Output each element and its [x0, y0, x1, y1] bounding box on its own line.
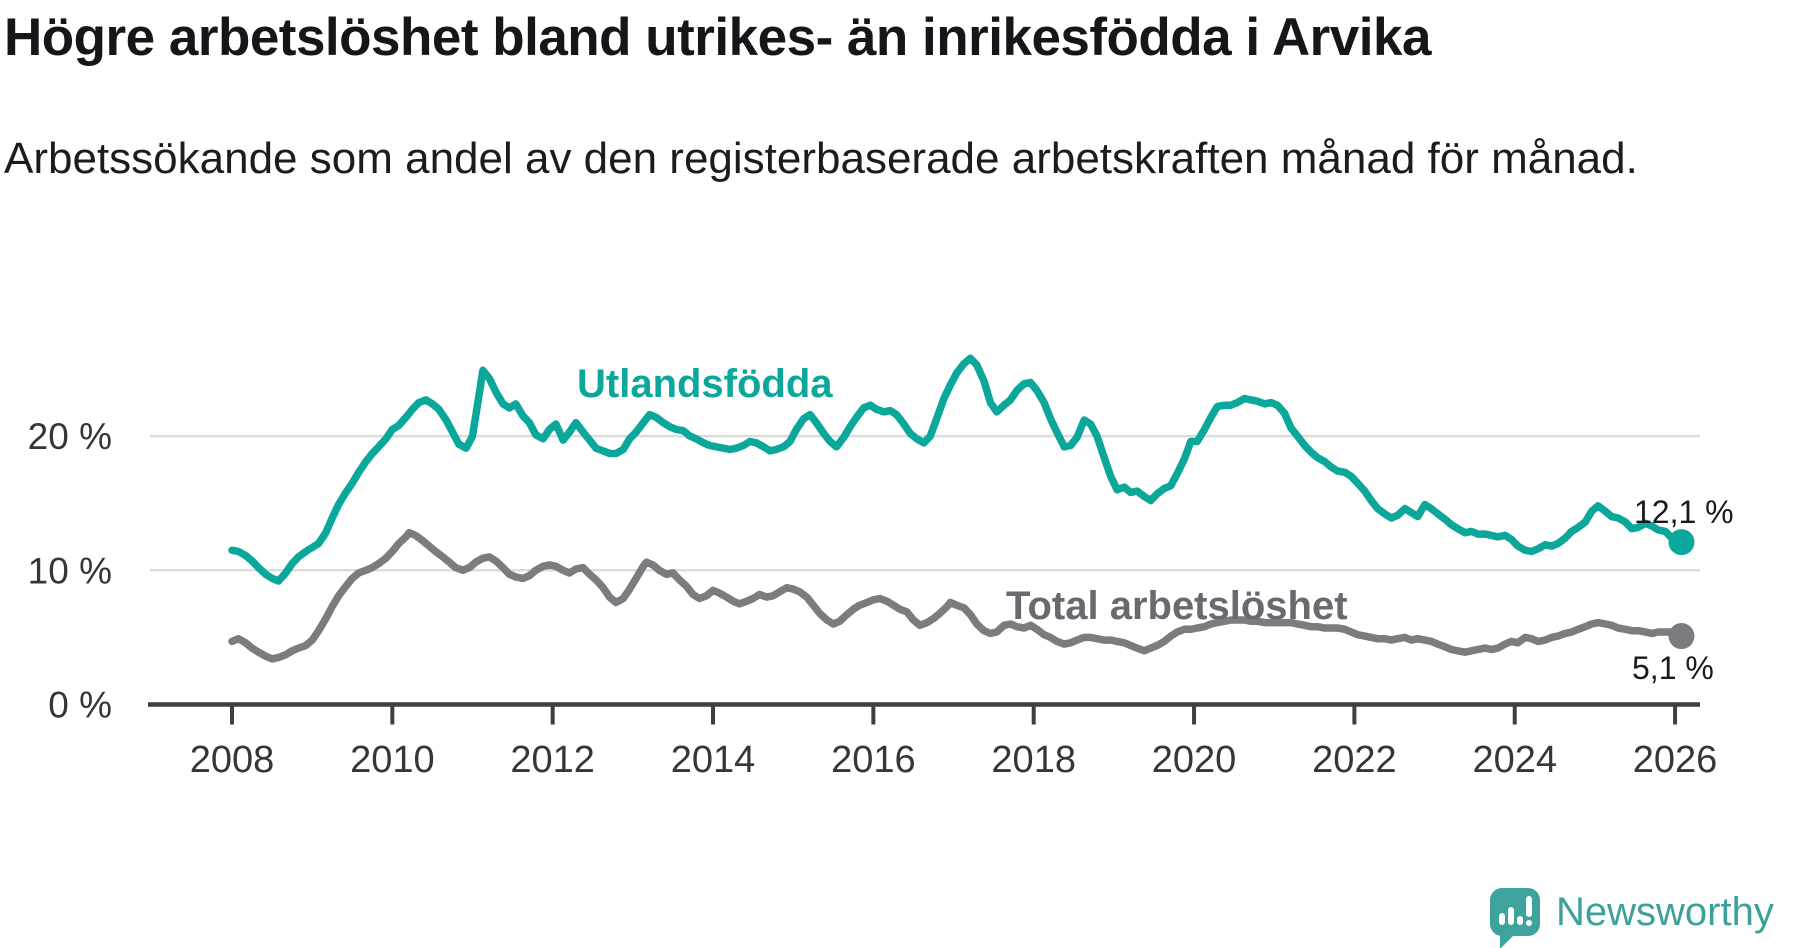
- y-tick-label: 20 %: [28, 416, 112, 457]
- x-tick-label: 2022: [1312, 739, 1397, 781]
- chart-subtitle: Arbetssökande som andel av den registerb…: [4, 134, 1638, 183]
- x-tick-label: 2010: [350, 739, 435, 781]
- x-tick-label: 2026: [1633, 739, 1718, 781]
- x-tick-label: 2012: [510, 739, 595, 781]
- y-tick-label: 0 %: [48, 685, 112, 726]
- page-title: Högre arbetslöshet bland utrikes- än inr…: [4, 8, 1431, 67]
- y-axis-labels: 0 % 10 % 20 %: [28, 416, 112, 725]
- x-tick-label: 2018: [991, 739, 1076, 781]
- x-axis-labels: 2008 2010 2012 2014 2016 2018 2020 2022 2024 2026: [190, 739, 1718, 781]
- series-label-utlandsfodda: Utlandsfödda: [577, 362, 833, 406]
- newsworthy-logo: Newsworthy: [1490, 888, 1800, 948]
- series-lines: [228, 354, 1695, 663]
- x-tick-label: 2008: [190, 739, 275, 781]
- newsworthy-bar-chart-bubble-icon: [1490, 888, 1540, 948]
- x-tick-label: 2020: [1152, 739, 1237, 781]
- end-value-label-total: 5,1 %: [1632, 650, 1714, 686]
- x-tick-label: 2014: [671, 739, 756, 781]
- end-value-label-utlandsfodda: 12,1 %: [1634, 494, 1734, 530]
- series-line-total: [228, 528, 1686, 663]
- gridlines: [150, 434, 1700, 572]
- x-tick-label: 2024: [1472, 739, 1557, 781]
- x-tick-label: 2016: [831, 739, 916, 781]
- series-endpoint-dot: [1668, 623, 1695, 650]
- x-axis: [148, 702, 1700, 725]
- series-endpoint-dot: [1668, 529, 1695, 556]
- series-label-total-arbetsloshet: Total arbetslöshet: [1006, 584, 1348, 628]
- series-line-utlandsfodda: [228, 354, 1686, 585]
- newsworthy-wordmark: Newsworthy: [1556, 890, 1774, 934]
- y-tick-label: 10 %: [28, 550, 112, 591]
